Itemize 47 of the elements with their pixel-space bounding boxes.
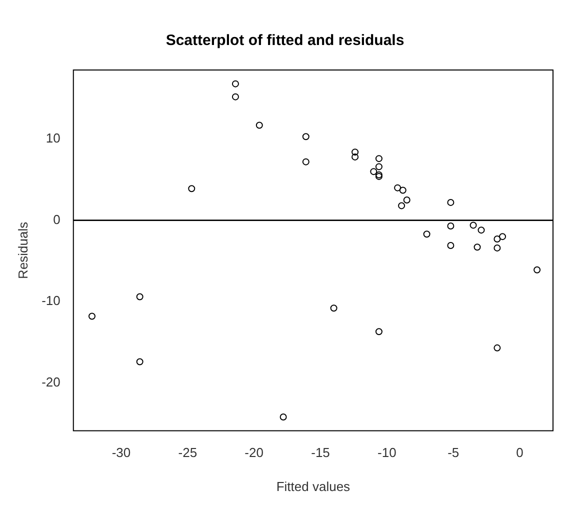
- point: [394, 184, 402, 192]
- y-tick-label: -20: [42, 374, 60, 390]
- point: [399, 186, 406, 194]
- point: [370, 168, 378, 176]
- x-tick-label: -20: [244, 445, 264, 460]
- x-tick-label: -25: [178, 445, 198, 460]
- point: [403, 196, 410, 204]
- point: [302, 158, 310, 166]
- point: [232, 93, 239, 100]
- point: [499, 233, 506, 240]
- point: [136, 358, 144, 366]
- point: [494, 236, 501, 243]
- x-tick-label: 0: [516, 445, 524, 460]
- point: [494, 344, 501, 352]
- point: [474, 244, 481, 251]
- chart-title: Scatterplot of fitted and residuals: [166, 32, 404, 50]
- x-axis-title: Fitted values: [276, 478, 351, 494]
- point: [423, 230, 430, 238]
- point: [280, 413, 287, 420]
- x-tick-label: -5: [448, 445, 460, 460]
- point: [232, 80, 239, 88]
- point: [352, 153, 359, 160]
- point: [88, 312, 96, 320]
- point: [136, 293, 144, 300]
- point: [447, 222, 454, 230]
- x-tick-label: -30: [112, 445, 131, 460]
- point: [447, 242, 454, 250]
- point: [188, 185, 196, 192]
- point: [302, 133, 310, 140]
- point: [534, 266, 541, 274]
- y-axis-title: Residuals: [15, 221, 30, 279]
- point: [447, 198, 454, 206]
- x-tick-label: -10: [378, 445, 396, 460]
- y-tick-label: -10: [42, 293, 60, 308]
- point: [256, 122, 263, 129]
- point: [375, 155, 382, 162]
- point: [352, 148, 359, 156]
- point: [398, 202, 406, 210]
- point: [494, 244, 501, 252]
- point: [478, 226, 485, 234]
- point: [330, 304, 338, 312]
- y-tick-label: 10: [46, 130, 60, 146]
- y-tick-label: 0: [53, 212, 60, 227]
- x-tick-label: -15: [311, 445, 330, 460]
- point: [375, 328, 382, 336]
- point: [375, 163, 382, 170]
- point: [470, 222, 477, 229]
